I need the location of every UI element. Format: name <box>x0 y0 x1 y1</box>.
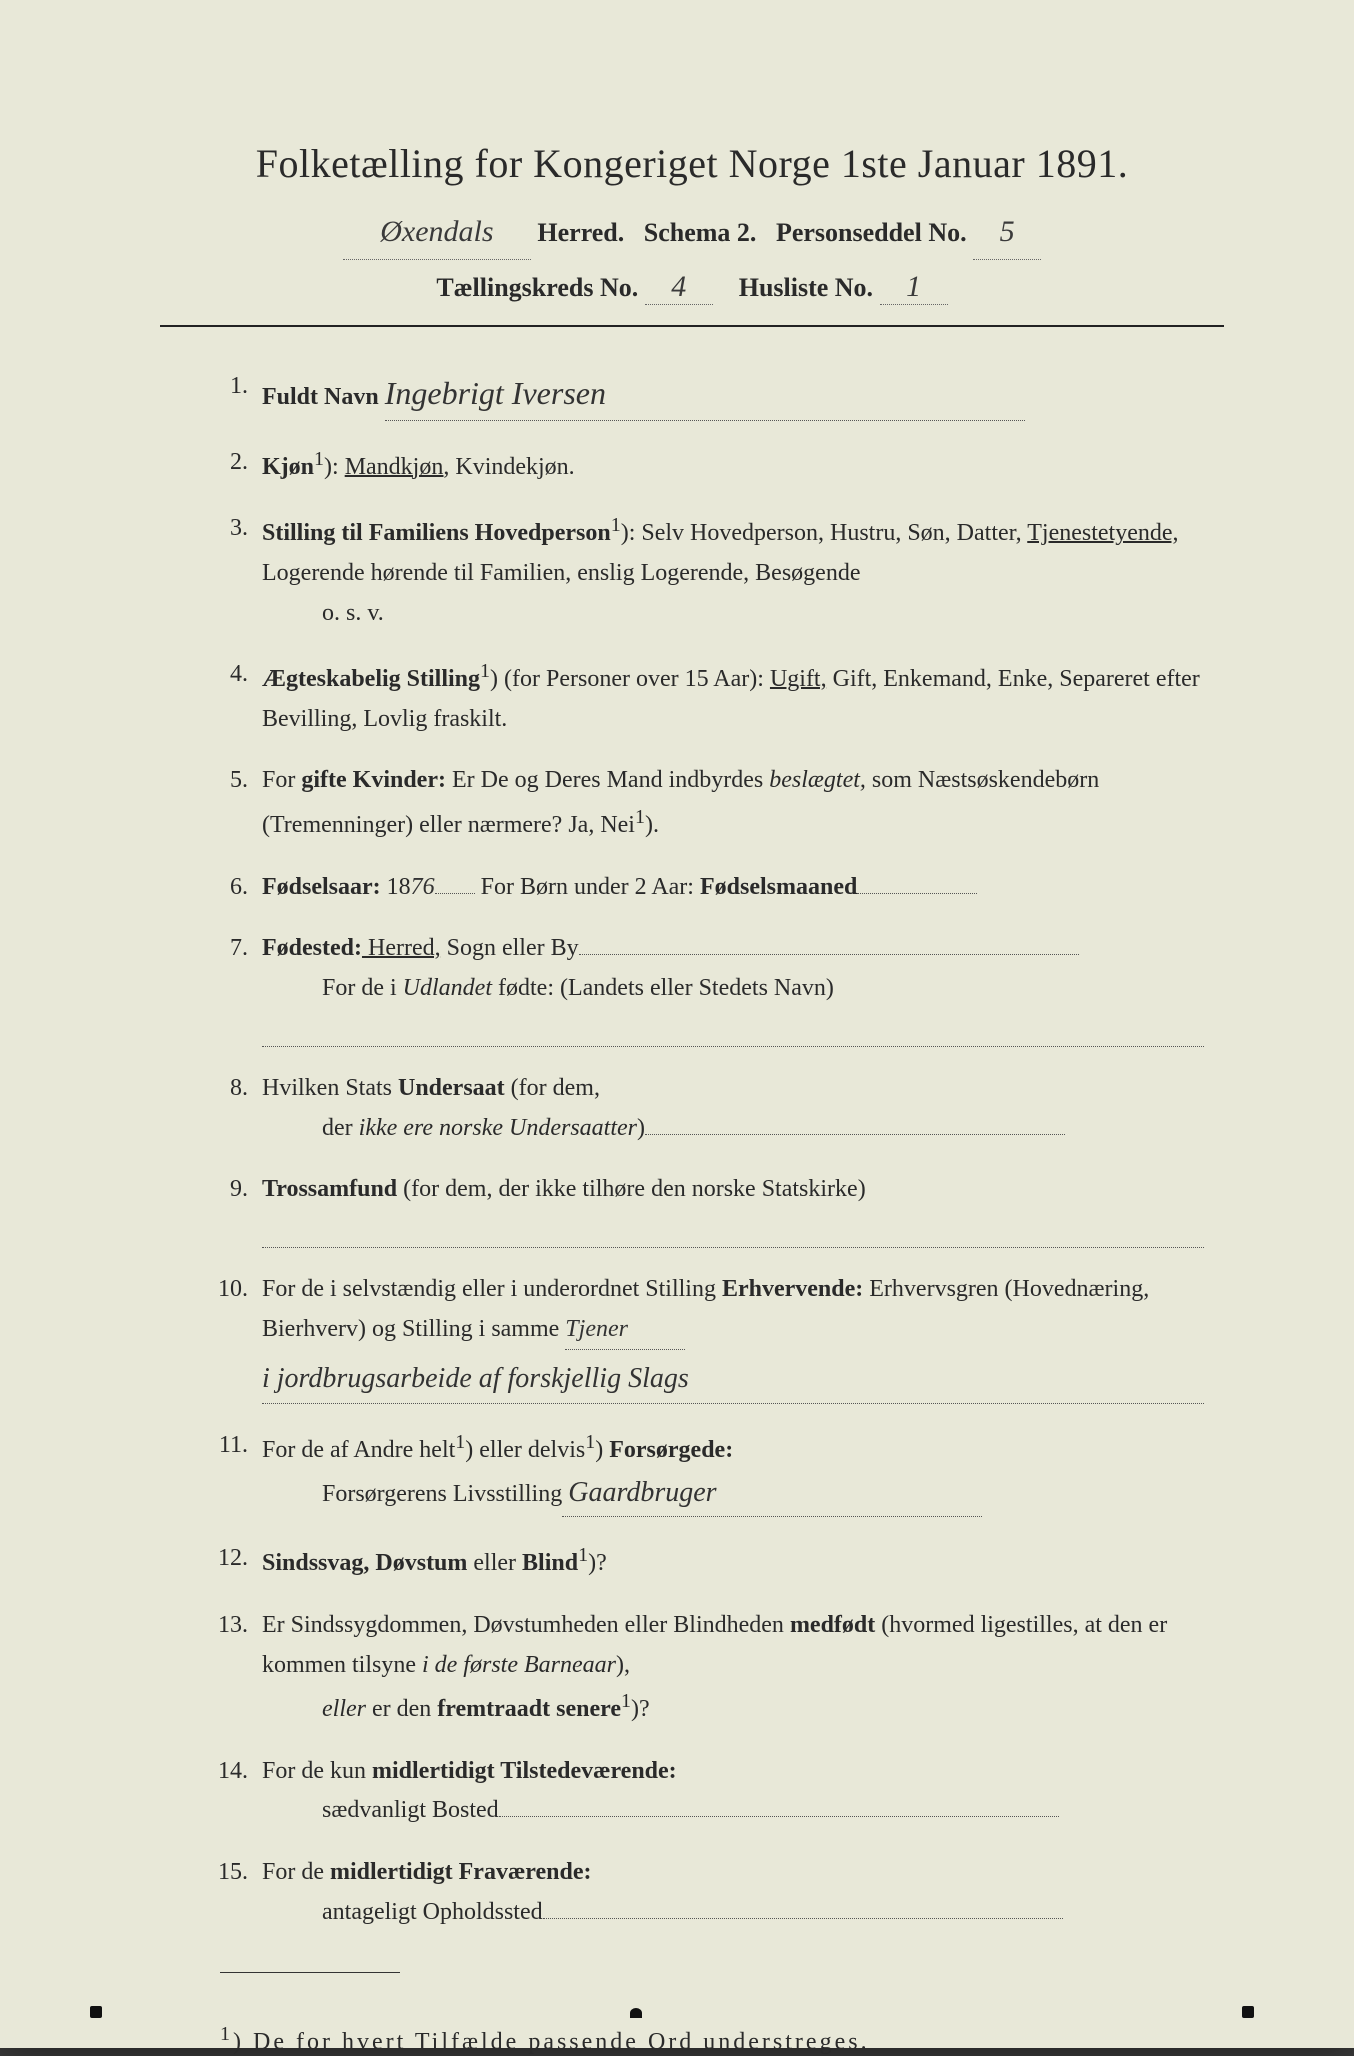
kjon-selected: Mandkjøn, <box>345 454 450 480</box>
item-13: 13. Er Sindssygdommen, Døvstumheden elle… <box>200 1606 1204 1730</box>
mark-bl <box>90 2006 102 2018</box>
footnote-rule <box>220 1972 400 1973</box>
header-rule <box>160 325 1224 327</box>
item-10: 10. For de i selvstændig eller i underor… <box>200 1270 1204 1403</box>
occupation-hw-2: i jordbrugsarbeide af forskjellig Slags <box>262 1363 689 1394</box>
item-5: 5. For gifte Kvinder: Er De og Deres Man… <box>200 761 1204 845</box>
item-7: 7. Fødested: Herred, Sogn eller By For d… <box>200 929 1204 1047</box>
item-12: 12. Sindssvag, Døvstum eller Blind1)? <box>200 1539 1204 1584</box>
name-handwritten: Ingebrigt Iversen <box>385 375 606 411</box>
item-1: 1. Fuldt Navn Ingebrigt Iversen <box>200 367 1204 421</box>
mark-bc <box>630 2008 642 2018</box>
provider-hw: Gaardbruger <box>568 1477 716 1508</box>
item-8: 8. Hvilken Stats Undersaat (for dem, der… <box>200 1069 1204 1148</box>
header-row-2: Tællingskreds No. 4 Husliste No. 1 <box>160 270 1224 305</box>
herred-field: Øxendals <box>343 205 531 260</box>
item-6: 6. Fødselsaar: 1876 For Børn under 2 Aar… <box>200 868 1204 908</box>
occupation-hw-1: Tjener <box>565 1316 628 1342</box>
main-title: Folketælling for Kongeriget Norge 1ste J… <box>160 140 1224 187</box>
fodested-selected: Herred, <box>362 935 441 961</box>
stilling-selected: Tjenestetyende, <box>1027 520 1178 546</box>
footnote: 1) De for hvert Tilfælde passende Ord un… <box>220 2023 1224 2056</box>
husliste-no: 1 <box>880 270 948 305</box>
kreds-label: Tællingskreds No. <box>436 273 638 302</box>
schema-label: Schema 2. <box>644 218 757 247</box>
item-3: 3. Stilling til Familiens Hovedperson1):… <box>200 509 1204 633</box>
item-11: 11. For de af Andre helt1) eller delvis1… <box>200 1426 1204 1518</box>
header-row-1: Øxendals Herred. Schema 2. Personseddel … <box>160 205 1224 260</box>
item-2: 2. Kjøn1): Mandkjøn, Kvindekjøn. <box>200 443 1204 488</box>
kreds-no: 4 <box>645 270 713 305</box>
item-4: 4. Ægteskabelig Stilling1) (for Personer… <box>200 655 1204 739</box>
form-items: 1. Fuldt Navn Ingebrigt Iversen 2. Kjøn1… <box>200 367 1204 1932</box>
herred-label: Herred. <box>537 218 624 247</box>
personseddel-label: Personseddel No. <box>776 218 967 247</box>
census-form-page: Folketælling for Kongeriget Norge 1ste J… <box>0 0 1354 2048</box>
mark-br <box>1242 2006 1254 2018</box>
aegte-selected: Ugift, <box>770 666 827 692</box>
personseddel-no: 5 <box>973 205 1041 260</box>
item-14: 14. For de kun midlertidigt Tilstedevære… <box>200 1752 1204 1831</box>
item-9: 9. Trossamfund (for dem, der ikke tilhør… <box>200 1170 1204 1248</box>
husliste-label: Husliste No. <box>739 273 873 302</box>
item-15: 15. For de midlertidigt Fraværende: anta… <box>200 1853 1204 1932</box>
birthyear-hw: 76 <box>411 874 435 900</box>
